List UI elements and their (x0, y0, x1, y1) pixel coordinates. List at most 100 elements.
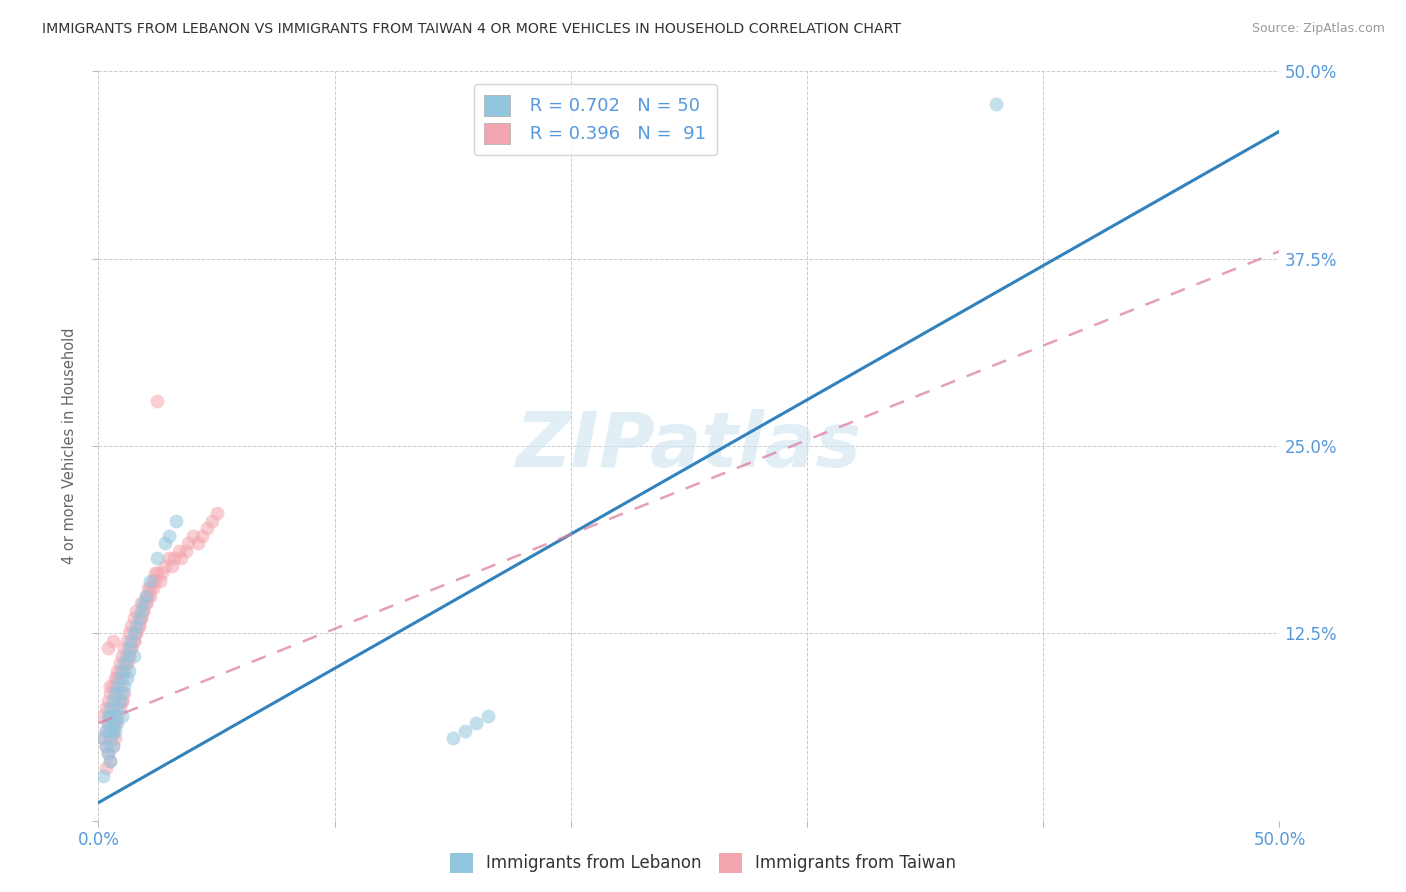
Point (112, 686, 135, 700)
Point (115, 657, 138, 671)
Point (104, 731, 127, 746)
Point (187, 536, 209, 550)
Point (142, 574, 165, 588)
Text: Source: ZipAtlas.com: Source: ZipAtlas.com (1251, 22, 1385, 36)
Point (115, 671, 138, 685)
Point (146, 566, 169, 581)
Point (135, 596, 157, 610)
Point (104, 716, 127, 731)
Point (149, 574, 172, 588)
Point (181, 529, 204, 543)
Point (121, 633, 143, 648)
Point (112, 657, 135, 671)
Point (105, 716, 128, 731)
Point (125, 626, 148, 640)
Point (136, 582, 159, 596)
Point (101, 716, 124, 731)
Point (97, 708, 120, 723)
Point (136, 589, 159, 603)
Point (104, 723, 127, 738)
Point (104, 694, 127, 708)
Point (118, 648, 141, 663)
Point (105, 686, 128, 700)
Point (115, 657, 138, 671)
Point (115, 633, 138, 648)
Point (122, 633, 145, 648)
Point (101, 701, 124, 715)
Point (157, 551, 180, 566)
Point (146, 551, 169, 566)
Point (94, 739, 117, 753)
Point (157, 529, 180, 543)
Point (98, 731, 121, 746)
Legend: Immigrants from Lebanon, Immigrants from Taiwan: Immigrants from Lebanon, Immigrants from… (443, 847, 963, 880)
Point (132, 596, 155, 610)
Point (143, 566, 166, 581)
Point (98, 723, 121, 738)
Point (170, 551, 193, 566)
Point (143, 574, 166, 588)
Y-axis label: 4 or more Vehicles in Household: 4 or more Vehicles in Household (62, 327, 77, 565)
Point (121, 641, 143, 656)
Point (104, 671, 127, 685)
Point (111, 671, 134, 685)
Point (135, 596, 157, 610)
Point (101, 723, 124, 738)
Point (121, 641, 143, 656)
Point (108, 657, 131, 671)
Point (191, 529, 214, 543)
Point (125, 626, 148, 640)
Point (98, 708, 121, 723)
Point (112, 679, 135, 693)
Point (105, 679, 128, 693)
Point (132, 604, 155, 618)
Point (165, 514, 187, 528)
Point (111, 694, 134, 708)
Point (97, 716, 120, 731)
Point (104, 716, 127, 731)
Point (129, 611, 152, 625)
Point (128, 611, 150, 625)
Point (118, 664, 141, 678)
Point (135, 589, 157, 603)
Point (129, 596, 152, 610)
Point (129, 604, 152, 618)
Point (139, 582, 162, 596)
Point (112, 664, 135, 678)
Point (118, 641, 141, 656)
Point (121, 619, 143, 633)
Point (142, 582, 165, 596)
Point (101, 739, 124, 753)
Point (122, 611, 145, 625)
Point (984, 97, 1007, 112)
Point (108, 679, 131, 693)
Point (94, 739, 117, 753)
Point (115, 648, 138, 663)
Point (98, 701, 121, 715)
Point (146, 394, 169, 409)
Point (91, 731, 114, 746)
Point (104, 686, 127, 700)
Point (91, 708, 114, 723)
Point (98, 754, 121, 768)
Point (111, 694, 134, 708)
Point (108, 664, 131, 678)
Point (135, 589, 157, 603)
Point (105, 708, 128, 723)
Legend:  R = 0.702   N = 50,  R = 0.396   N =  91: R = 0.702 N = 50, R = 0.396 N = 91 (474, 84, 717, 154)
Point (122, 648, 145, 663)
Point (153, 558, 176, 573)
Point (101, 633, 124, 648)
Point (128, 619, 150, 633)
Point (441, 731, 464, 746)
Point (139, 589, 162, 603)
Point (94, 701, 117, 715)
Point (118, 626, 141, 640)
Point (101, 679, 124, 693)
Point (177, 536, 200, 550)
Point (153, 536, 176, 550)
Point (98, 754, 121, 768)
Point (101, 694, 124, 708)
Point (94, 723, 117, 738)
Point (97, 746, 120, 760)
